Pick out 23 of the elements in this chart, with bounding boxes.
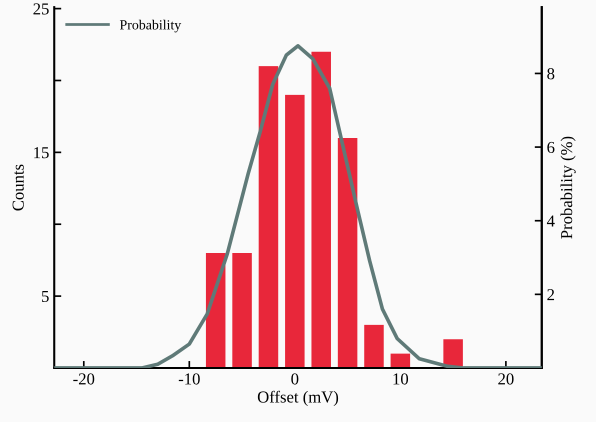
- bar: [338, 138, 358, 368]
- x-tick-label: 10: [393, 373, 408, 385]
- y-axis-title: Counts: [12, 164, 24, 211]
- y-tick-label: 5: [42, 290, 49, 302]
- bar: [232, 252, 252, 368]
- y2-tick-label: 8: [547, 68, 554, 80]
- x-axis-title: Offset (mV): [258, 390, 338, 406]
- x-tick-label: 0: [291, 373, 298, 385]
- y-tick-label: 25: [33, 3, 49, 15]
- bar: [390, 354, 410, 368]
- x-tick-label: -20: [73, 373, 94, 385]
- legend-label: Probability: [120, 20, 182, 32]
- bar: [285, 94, 305, 368]
- x-tick-label: -10: [178, 373, 200, 385]
- y2-tick-label: 2: [547, 289, 554, 300]
- x-tick-label: 20: [498, 373, 514, 385]
- y2-axis-title: Probability (%): [560, 136, 576, 239]
- y-tick-label: 15: [34, 147, 49, 158]
- bar: [364, 324, 384, 368]
- y2-tick-label: 4: [546, 216, 555, 226]
- bar: [258, 66, 278, 368]
- y2-tick-label: 6: [547, 142, 554, 154]
- bar: [311, 52, 331, 368]
